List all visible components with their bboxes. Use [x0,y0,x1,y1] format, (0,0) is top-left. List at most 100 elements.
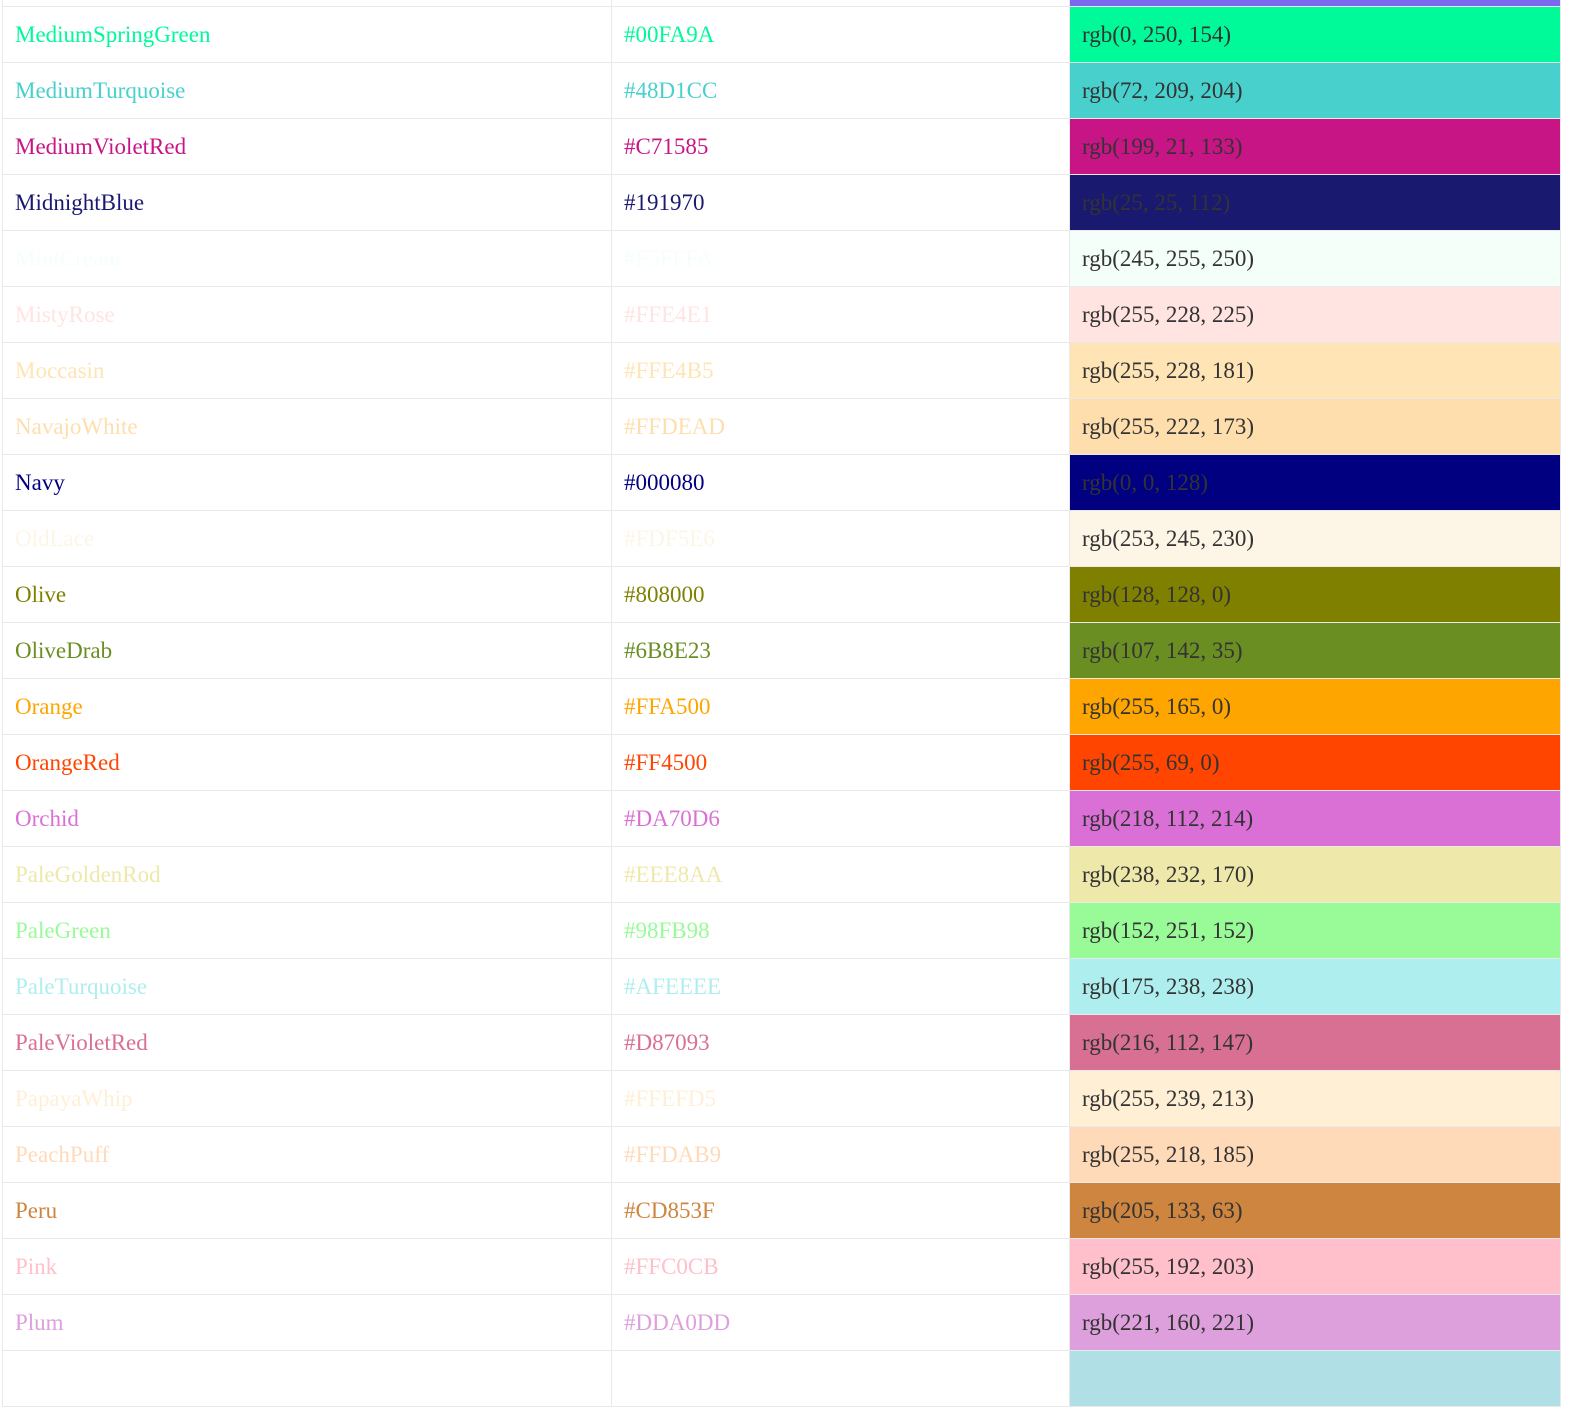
color-swatch: rgb(72, 209, 204) [1069,62,1561,119]
color-row: Navy #000080 rgb(0, 0, 128) [2,454,1561,511]
color-swatch: rgb(255, 192, 203) [1069,1238,1561,1295]
color-swatch: rgb(218, 112, 214) [1069,790,1561,847]
color-swatch: rgb(255, 228, 225) [1069,286,1561,343]
color-name: Moccasin [2,342,612,399]
color-hex: #FFDAB9 [611,1126,1070,1183]
color-row: PeachPuff #FFDAB9 rgb(255, 218, 185) [2,1126,1561,1183]
color-row: Moccasin #FFE4B5 rgb(255, 228, 181) [2,342,1561,399]
color-hex: #F5FFFA [611,230,1070,287]
color-swatch: rgb(216, 112, 147) [1069,1014,1561,1071]
color-row: MediumSpringGreen #00FA9A rgb(0, 250, 154) [2,6,1561,63]
color-name [2,1350,612,1407]
color-name: PaleGoldenRod [2,846,612,903]
color-row: Plum #DDA0DD rgb(221, 160, 221) [2,1294,1561,1351]
color-row: OldLace #FDF5E6 rgb(253, 245, 230) [2,510,1561,567]
color-row: PaleVioletRed #D87093 rgb(216, 112, 147) [2,1014,1561,1071]
color-swatch: rgb(255, 222, 173) [1069,398,1561,455]
color-row: MistyRose #FFE4E1 rgb(255, 228, 225) [2,286,1561,343]
color-hex: #CD853F [611,1182,1070,1239]
color-hex: #6B8E23 [611,622,1070,679]
color-name: Navy [2,454,612,511]
color-swatch: rgb(221, 160, 221) [1069,1294,1561,1351]
color-name: PeachPuff [2,1126,612,1183]
color-name: PaleVioletRed [2,1014,612,1071]
color-hex: #FDF5E6 [611,510,1070,567]
color-name: Peru [2,1182,612,1239]
color-swatch: rgb(199, 21, 133) [1069,118,1561,175]
color-row: NavajoWhite #FFDEAD rgb(255, 222, 173) [2,398,1561,455]
color-hex: #FFE4E1 [611,286,1070,343]
color-hex: #808000 [611,566,1070,623]
color-hex: #EEE8AA [611,846,1070,903]
color-name: MediumTurquoise [2,62,612,119]
color-swatch: rgb(25, 25, 112) [1069,174,1561,231]
color-hex: #C71585 [611,118,1070,175]
color-name: Plum [2,1294,612,1351]
color-swatch: rgb(255, 165, 0) [1069,678,1561,735]
color-row: MediumVioletRed #C71585 rgb(199, 21, 133) [2,118,1561,175]
color-hex: #000080 [611,454,1070,511]
color-name: OliveDrab [2,622,612,679]
color-row: MintCream #F5FFFA rgb(245, 255, 250) [2,230,1561,287]
color-row: OliveDrab #6B8E23 rgb(107, 142, 35) [2,622,1561,679]
color-name: MintCream [2,230,612,287]
color-name: NavajoWhite [2,398,612,455]
color-hex: #DA70D6 [611,790,1070,847]
color-hex: #98FB98 [611,902,1070,959]
color-swatch: rgb(255, 228, 181) [1069,342,1561,399]
color-name: OrangeRed [2,734,612,791]
color-swatch: rgb(255, 218, 185) [1069,1126,1561,1183]
color-hex: #FFC0CB [611,1238,1070,1295]
color-hex: #FFDEAD [611,398,1070,455]
color-row: Pink #FFC0CB rgb(255, 192, 203) [2,1238,1561,1295]
color-name: PapayaWhip [2,1070,612,1127]
color-swatch: rgb(107, 142, 35) [1069,622,1561,679]
color-swatch: rgb(0, 250, 154) [1069,6,1561,63]
color-name: MediumVioletRed [2,118,612,175]
color-name: OldLace [2,510,612,567]
color-hex: #48D1CC [611,62,1070,119]
color-swatch: rgb(255, 69, 0) [1069,734,1561,791]
color-name: PaleGreen [2,902,612,959]
color-swatch: rgb(205, 133, 63) [1069,1182,1561,1239]
color-row: Orange #FFA500 rgb(255, 165, 0) [2,678,1561,735]
color-swatch: rgb(253, 245, 230) [1069,510,1561,567]
color-row: PaleGreen #98FB98 rgb(152, 251, 152) [2,902,1561,959]
color-swatch: rgb(128, 128, 0) [1069,566,1561,623]
color-name: MediumSpringGreen [2,6,612,63]
color-name: Olive [2,566,612,623]
color-row: MediumTurquoise #48D1CC rgb(72, 209, 204) [2,62,1561,119]
color-hex: #DDA0DD [611,1294,1070,1351]
color-name: MistyRose [2,286,612,343]
color-name: Orange [2,678,612,735]
color-row: Peru #CD853F rgb(205, 133, 63) [2,1182,1561,1239]
color-hex: #FFE4B5 [611,342,1070,399]
color-name: PaleTurquoise [2,958,612,1015]
color-swatch [1069,1350,1561,1407]
color-hex: #AFEEEE [611,958,1070,1015]
color-row: Olive #808000 rgb(128, 128, 0) [2,566,1561,623]
color-swatch: rgb(152, 251, 152) [1069,902,1561,959]
color-row: PapayaWhip #FFEFD5 rgb(255, 239, 213) [2,1070,1561,1127]
color-hex: #191970 [611,174,1070,231]
color-hex: #D87093 [611,1014,1070,1071]
color-hex: #00FA9A [611,6,1070,63]
color-name: Pink [2,1238,612,1295]
color-hex: #FFEFD5 [611,1070,1070,1127]
color-row [2,1350,1561,1407]
color-row: PaleGoldenRod #EEE8AA rgb(238, 232, 170) [2,846,1561,903]
color-swatch: rgb(255, 239, 213) [1069,1070,1561,1127]
color-swatch: rgb(0, 0, 128) [1069,454,1561,511]
color-swatch: rgb(238, 232, 170) [1069,846,1561,903]
color-hex [611,1350,1070,1407]
color-row: MidnightBlue #191970 rgb(25, 25, 112) [2,174,1561,231]
color-row: PaleTurquoise #AFEEEE rgb(175, 238, 238) [2,958,1561,1015]
color-hex: #FFA500 [611,678,1070,735]
color-name: Orchid [2,790,612,847]
color-hex: #FF4500 [611,734,1070,791]
color-name: MidnightBlue [2,174,612,231]
color-swatch: rgb(245, 255, 250) [1069,230,1561,287]
color-row: OrangeRed #FF4500 rgb(255, 69, 0) [2,734,1561,791]
